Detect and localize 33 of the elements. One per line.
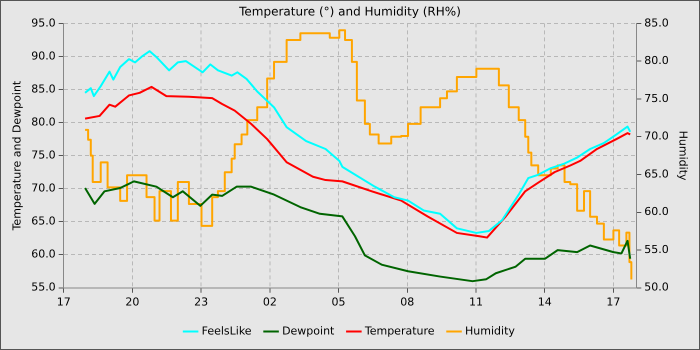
x-tick-label: 17 xyxy=(606,295,620,308)
chart-title: Temperature (°) and Humidity (RH%) xyxy=(238,4,461,18)
x-tick-label: 05 xyxy=(332,295,346,308)
y2-tick-label: 60.0 xyxy=(644,205,669,218)
y2-tick-label: 70.0 xyxy=(644,130,669,143)
x-tick-label: 02 xyxy=(262,295,277,308)
y-axis-title: Temperature and Dewpoint xyxy=(10,80,24,232)
legend-label: Dewpoint xyxy=(282,324,336,338)
y-tick-label: 80.0 xyxy=(31,115,56,128)
y2-axis-title: Humidity xyxy=(676,130,690,182)
x-tick-label: 23 xyxy=(194,295,208,308)
y-tick-label: 70.0 xyxy=(31,182,56,195)
y2-tick-label: 55.0 xyxy=(644,242,669,256)
y-tick-label: 65.0 xyxy=(31,214,56,228)
y-tick-label: 55.0 xyxy=(31,280,56,294)
y2-tick-label: 75.0 xyxy=(644,92,669,105)
x-tick-label: 17 xyxy=(56,295,71,308)
y-tick-label: 75.0 xyxy=(31,148,56,162)
x-tick-label: 11 xyxy=(468,295,483,308)
y2-tick-label: 65.0 xyxy=(644,167,669,180)
y2-tick-label: 50.0 xyxy=(644,280,669,294)
x-tick-label: 14 xyxy=(538,295,552,308)
x-tick-label: 08 xyxy=(400,295,414,308)
y-tick-label: 90.0 xyxy=(31,49,56,62)
x-tick-label: 20 xyxy=(125,295,140,308)
y-tick-label: 95.0 xyxy=(31,16,56,30)
legend-label: FeelsLike xyxy=(202,324,252,338)
legend-label: Temperature xyxy=(364,324,435,338)
y-tick-label: 60.0 xyxy=(31,248,56,261)
legend-label: Humidity xyxy=(465,324,516,338)
y-tick-label: 85.0 xyxy=(31,82,56,96)
y2-tick-label: 80.0 xyxy=(644,54,669,68)
y2-tick-label: 85.0 xyxy=(644,16,669,30)
